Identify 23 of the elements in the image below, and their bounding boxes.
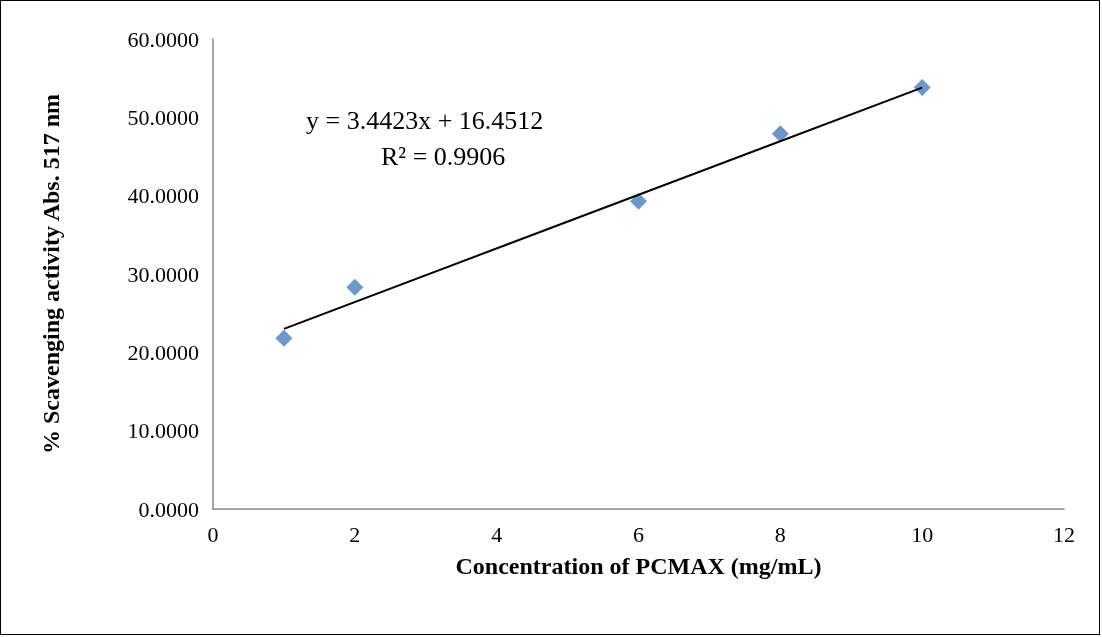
y-tick-label: 10.0000 [127, 418, 199, 444]
point [913, 79, 931, 97]
y-tick-label: 20.0000 [127, 339, 199, 365]
x-tick-label: 6 [633, 521, 644, 547]
x-axis-title: Concentration of PCMAX (mg/mL) [455, 553, 822, 579]
x-tick-label: 8 [774, 521, 786, 547]
x-tick-label: 10 [911, 521, 934, 547]
y-tick-label: 50.0000 [127, 104, 199, 130]
x-tick-label: 2 [349, 521, 361, 547]
annotation: y = 3.4423x + 16.4512 [306, 105, 544, 135]
point [346, 278, 364, 296]
y-axis-title: % Scavenging activity Abs. 517 nm [38, 93, 64, 455]
x-tick-label: 0 [207, 521, 219, 547]
x-tick-label: 12 [1053, 521, 1075, 547]
y-tick-label: 30.0000 [127, 261, 199, 287]
y-tick-label: 60.0000 [127, 26, 199, 52]
x-tick-label: 4 [491, 521, 503, 547]
annotation: R² = 0.9906 [381, 141, 506, 171]
y-tick-label: 40.0000 [127, 183, 199, 209]
y-tick-label: 0.0000 [138, 496, 199, 522]
point [630, 192, 647, 210]
point [771, 125, 789, 143]
point [275, 329, 293, 347]
